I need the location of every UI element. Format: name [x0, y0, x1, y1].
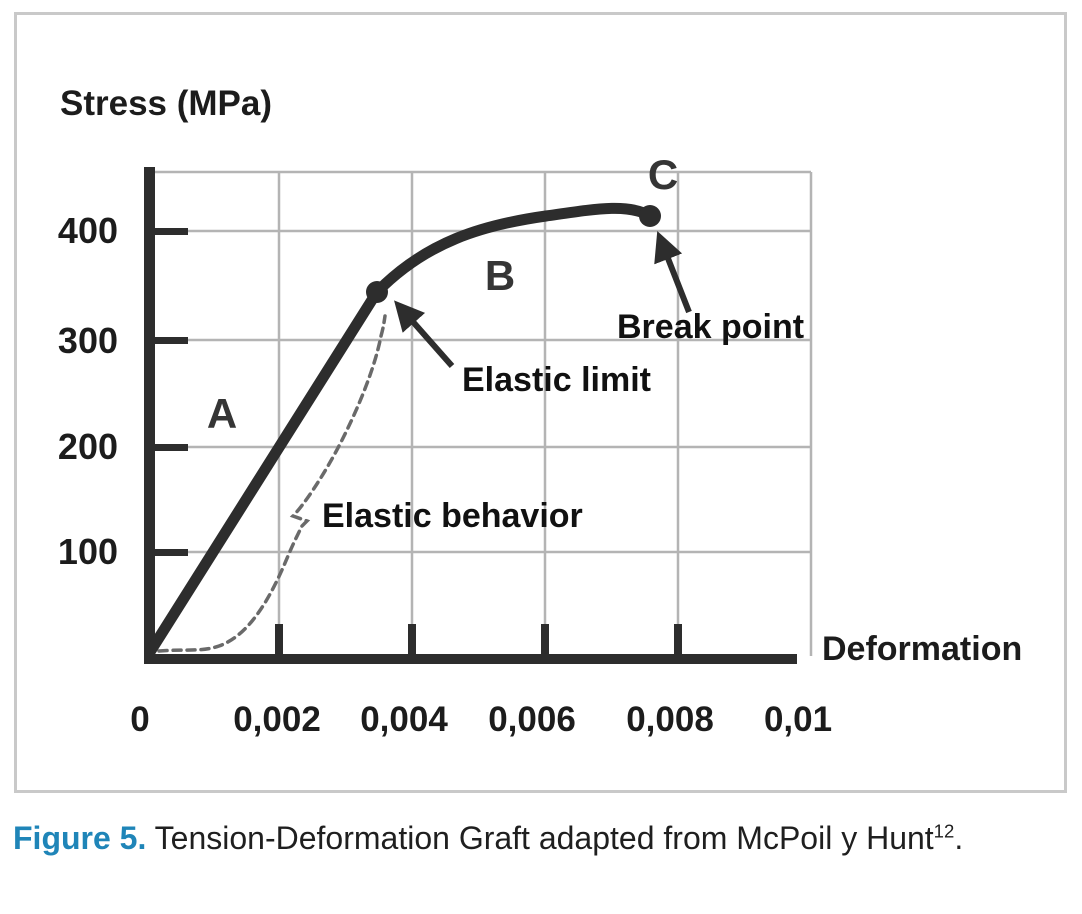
axes	[144, 167, 797, 664]
y-tick-label-400: 400	[57, 210, 118, 251]
elastic-limit-label: Elastic limit	[462, 361, 651, 399]
grid-lines	[150, 170, 813, 656]
region-label-a: A	[206, 390, 238, 437]
caption-period: .	[954, 820, 964, 856]
elastic-limit-marker	[366, 281, 388, 303]
caption-text: Tension-Deformation Graft adapted from M…	[146, 820, 934, 856]
y-axis-title: Stress (MPa)	[60, 84, 273, 123]
caption-reference-superscript: 12	[933, 820, 955, 842]
x-tick-label-0002: 0,002	[233, 700, 321, 739]
x-tick-label-0: 0	[130, 700, 150, 739]
y-tick-label-200: 200	[57, 426, 118, 467]
x-tick-label-0006: 0,006	[488, 700, 576, 739]
x-axis	[144, 654, 797, 664]
region-label-b: B	[484, 252, 516, 299]
x-axis-title: Deformation	[822, 630, 1023, 668]
x-tick-label-001: 0,01	[763, 700, 833, 739]
figure-label: Figure 5.	[13, 820, 147, 856]
break-point-marker	[639, 205, 661, 227]
elastic-limit-arrow	[394, 300, 455, 368]
elastic-behavior-curve	[157, 314, 387, 653]
break-point-label: Break point	[617, 308, 805, 346]
y-tick-label-100: 100	[57, 531, 118, 572]
stress-curve	[144, 202, 656, 658]
axis-ticks	[150, 228, 682, 655]
elastic-behavior-label: Elastic behavior	[322, 497, 583, 535]
x-tick-label-0004: 0,004	[360, 700, 448, 739]
y-axis	[144, 167, 155, 663]
region-label-c: C	[647, 151, 679, 198]
x-tick-label-0008: 0,008	[626, 700, 714, 739]
y-tick-label-300: 300	[57, 320, 118, 361]
figure-caption: Figure 5. Tension-Deformation Graft adap…	[13, 820, 963, 857]
break-point-arrow	[654, 231, 692, 314]
